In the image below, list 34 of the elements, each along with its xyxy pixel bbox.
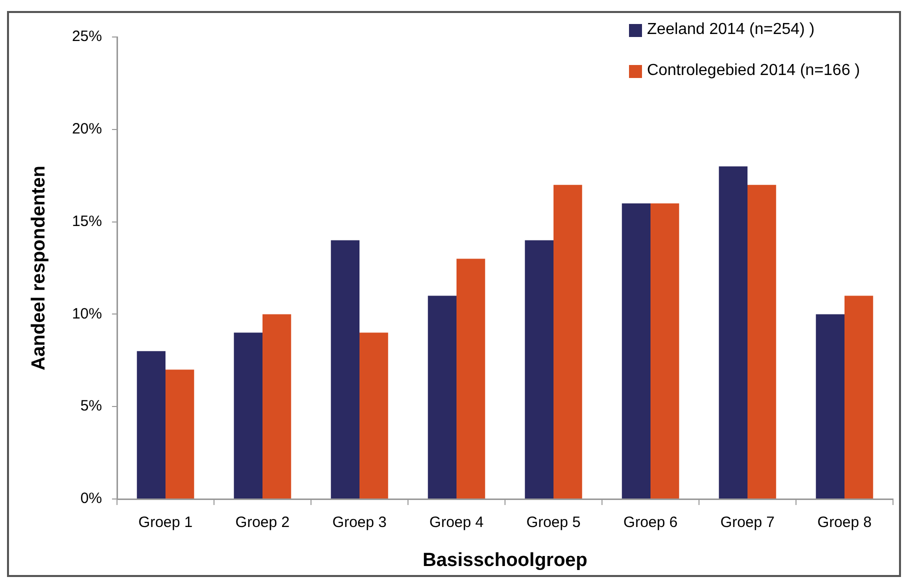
- bar: [844, 296, 874, 498]
- bar: [718, 166, 748, 498]
- x-tick-label: Groep 1: [138, 514, 193, 532]
- y-axis-title: Aandeel respondenten: [28, 166, 50, 370]
- y-tick-label: 15%: [72, 212, 102, 230]
- bar: [136, 351, 166, 498]
- x-tick-label: Groep 6: [623, 514, 678, 532]
- y-tick-label: 10%: [72, 305, 102, 322]
- bar: [622, 203, 650, 498]
- bar: [554, 184, 582, 498]
- x-tick-label: Groep 7: [720, 514, 775, 532]
- x-tick-label: Groep 5: [526, 514, 581, 532]
- y-tick-label: 5%: [80, 398, 102, 415]
- x-axis-title: Basisschoolgroep: [422, 550, 588, 571]
- bar: [360, 332, 388, 498]
- bar: [234, 332, 262, 498]
- y-tick-label: 0%: [80, 490, 102, 508]
- y-tick-label: 25%: [72, 28, 102, 46]
- x-tick-label: Groep 2: [235, 514, 290, 532]
- bar: [262, 314, 292, 498]
- bar: [456, 258, 486, 498]
- x-tick-label: Groep 8: [817, 514, 872, 532]
- x-tick-label: Groep 3: [332, 514, 387, 532]
- legend-label: Controlegebied 2014 (n=166 ): [646, 62, 860, 80]
- bar: [428, 296, 456, 498]
- bar: [650, 203, 680, 498]
- y-tick-label: 20%: [72, 120, 102, 138]
- bar: [330, 240, 360, 498]
- bar: [748, 184, 776, 498]
- bar: [524, 240, 554, 498]
- bar: [816, 314, 844, 498]
- bar: [166, 370, 194, 498]
- x-tick-label: Groep 4: [429, 514, 484, 532]
- legend-label: Zeeland 2014 (n=254) ): [646, 21, 815, 39]
